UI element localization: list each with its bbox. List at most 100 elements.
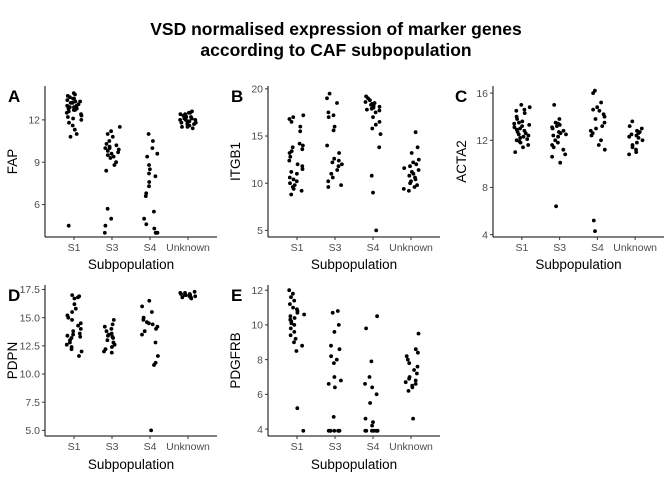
data-point	[634, 150, 639, 155]
data-point	[289, 321, 294, 326]
data-point	[405, 357, 410, 362]
data-point	[373, 122, 378, 127]
data-point	[591, 218, 596, 223]
data-point	[179, 292, 183, 296]
data-point	[331, 415, 336, 419]
data-point	[325, 143, 329, 148]
data-point	[375, 314, 379, 319]
data-point	[300, 164, 305, 169]
data-point	[413, 347, 418, 352]
data-point	[299, 188, 304, 193]
data-point	[105, 132, 110, 136]
data-point	[111, 336, 115, 340]
data-point	[181, 113, 186, 118]
data-point	[371, 115, 375, 119]
y-tick-label: 16	[476, 88, 488, 100]
data-point	[78, 327, 83, 331]
data-point	[292, 316, 297, 320]
data-point	[147, 163, 151, 167]
data-point	[65, 333, 70, 338]
data-point	[332, 330, 337, 334]
panel-b: 5 10 15 20 S1 S3 S4 Unknown Subpopulation ITGB1 B	[228, 84, 440, 272]
data-point	[70, 310, 74, 314]
data-point	[518, 140, 523, 145]
data-point	[287, 117, 292, 121]
data-point	[66, 223, 71, 228]
data-point	[141, 318, 146, 322]
data-point	[516, 132, 521, 137]
y-tick-label: 12	[28, 115, 40, 127]
y-tick-label: 8	[482, 182, 488, 194]
data-point	[105, 338, 110, 343]
data-point	[69, 347, 74, 352]
data-point	[561, 128, 566, 133]
data-point	[330, 310, 335, 315]
x-tick-label: Unknown	[389, 441, 433, 453]
data-point	[105, 206, 110, 211]
data-point	[337, 347, 342, 352]
y-tick-label: 15.0	[20, 312, 41, 324]
data-point	[377, 120, 382, 124]
data-point	[72, 302, 77, 307]
data-point	[640, 138, 645, 143]
x-axis-title: Subpopulation	[311, 457, 397, 472]
y-tick-label: 9	[34, 157, 40, 169]
y-tick-label: 5.0	[25, 425, 40, 437]
data-point	[412, 185, 417, 189]
data-point	[327, 91, 332, 96]
data-point	[68, 95, 72, 100]
data-point	[413, 130, 418, 135]
data-point	[66, 315, 71, 320]
data-point	[326, 110, 331, 115]
panel-tag: C	[455, 87, 467, 106]
data-point	[551, 133, 556, 138]
data-point	[154, 327, 158, 331]
data-point	[556, 134, 560, 139]
data-point	[193, 118, 198, 122]
data-point	[106, 333, 110, 338]
data-point	[557, 123, 562, 127]
data-point	[326, 382, 331, 386]
x-tick-label: Unknown	[166, 441, 210, 453]
data-point	[558, 131, 563, 136]
data-point	[287, 151, 292, 155]
data-point	[326, 115, 331, 119]
data-point	[512, 125, 517, 130]
x-axis-title: Subpopulation	[535, 257, 621, 272]
y-axis-title: PDGFRB	[228, 332, 243, 388]
data-point	[329, 354, 333, 359]
data-point	[288, 302, 292, 306]
x-tick-label: S1	[291, 242, 304, 254]
data-point	[340, 162, 344, 167]
data-point	[104, 142, 109, 146]
data-point	[301, 428, 306, 433]
data-point	[77, 354, 81, 358]
data-point	[108, 156, 113, 160]
data-point	[336, 158, 341, 163]
data-point	[185, 119, 190, 124]
data-point	[411, 160, 416, 165]
data-point	[78, 321, 83, 326]
data-point	[408, 181, 412, 186]
data-point	[67, 120, 71, 125]
data-point	[370, 126, 375, 131]
data-point	[109, 151, 114, 156]
x-tick-label: S1	[68, 441, 81, 453]
data-point	[369, 359, 374, 364]
data-point	[332, 361, 336, 365]
data-point	[140, 304, 145, 309]
data-point	[292, 330, 297, 334]
y-tick-label: 6	[34, 199, 40, 211]
data-point	[550, 126, 555, 131]
data-point	[289, 192, 294, 197]
data-point	[522, 111, 527, 115]
x-tick-label: S3	[106, 441, 119, 453]
data-point	[74, 132, 79, 136]
data-point	[336, 428, 341, 433]
data-point	[371, 420, 375, 424]
data-point	[114, 160, 118, 165]
data-point	[377, 145, 382, 150]
panel-tag: E	[231, 286, 242, 305]
data-point	[109, 129, 113, 134]
data-point	[78, 99, 82, 104]
